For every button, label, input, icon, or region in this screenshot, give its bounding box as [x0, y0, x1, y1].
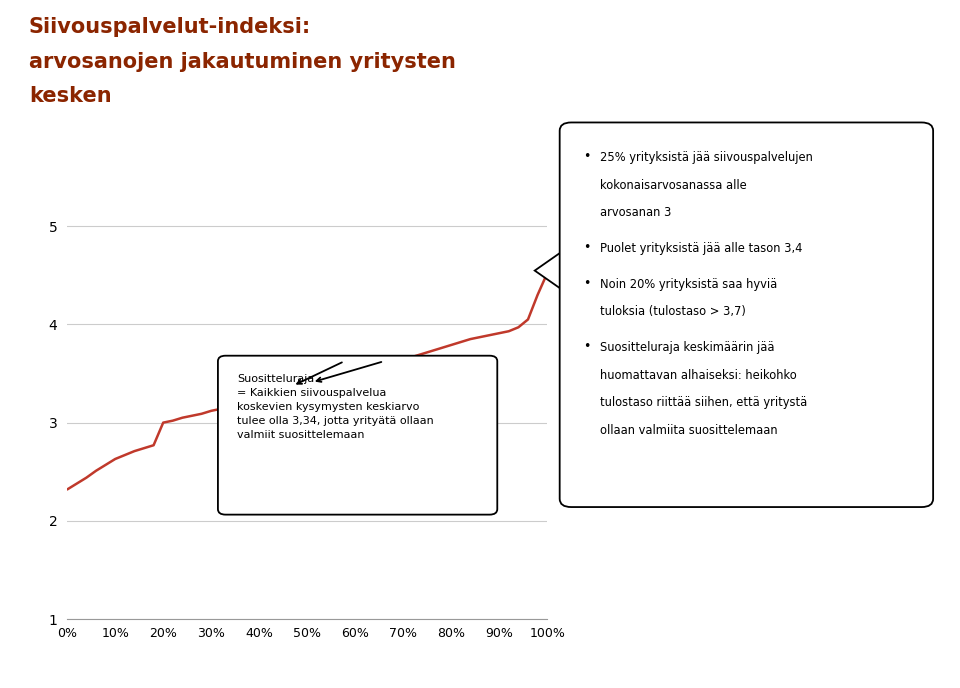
Text: Suositteluraja keskimäärin jää: Suositteluraja keskimäärin jää	[600, 341, 775, 354]
Text: •: •	[583, 241, 590, 254]
Text: arvosanojen jakautuminen yritysten: arvosanojen jakautuminen yritysten	[29, 52, 456, 72]
Text: kokonaisarvosanassa alle: kokonaisarvosanassa alle	[600, 179, 747, 192]
Text: arvosanan 3: arvosanan 3	[600, 206, 671, 219]
Text: 11: 11	[910, 654, 931, 672]
Text: tuloksia (tulostaso > 3,7): tuloksia (tulostaso > 3,7)	[600, 305, 746, 319]
Text: Noin 20% yrityksistä saa hyviä: Noin 20% yrityksistä saa hyviä	[600, 278, 778, 291]
Text: huomattavan alhaiseksi: heikohko: huomattavan alhaiseksi: heikohko	[600, 369, 797, 382]
Text: 25% yrityksistä jää siivouspalvelujen: 25% yrityksistä jää siivouspalvelujen	[600, 151, 813, 164]
Text: •: •	[583, 150, 590, 163]
Text: Puolet yrityksistä jää alle tason 3,4: Puolet yrityksistä jää alle tason 3,4	[600, 242, 803, 255]
Text: Siivouspalvelut-indeksi:: Siivouspalvelut-indeksi:	[29, 17, 311, 37]
Text: •: •	[583, 340, 590, 353]
Text: •: •	[583, 277, 590, 290]
Text: Suositteluraja
= Kaikkien siivouspalvelua
koskevien kysymysten keskiarvo
tulee o: Suositteluraja = Kaikkien siivouspalvelu…	[237, 374, 434, 440]
Text: ollaan valmiita suosittelemaan: ollaan valmiita suosittelemaan	[600, 424, 778, 437]
Text: tulostaso riittää siihen, että yritystä: tulostaso riittää siihen, että yritystä	[600, 396, 807, 409]
Text: kesken: kesken	[29, 86, 111, 106]
Text: 7.10.2009: 7.10.2009	[29, 654, 113, 672]
